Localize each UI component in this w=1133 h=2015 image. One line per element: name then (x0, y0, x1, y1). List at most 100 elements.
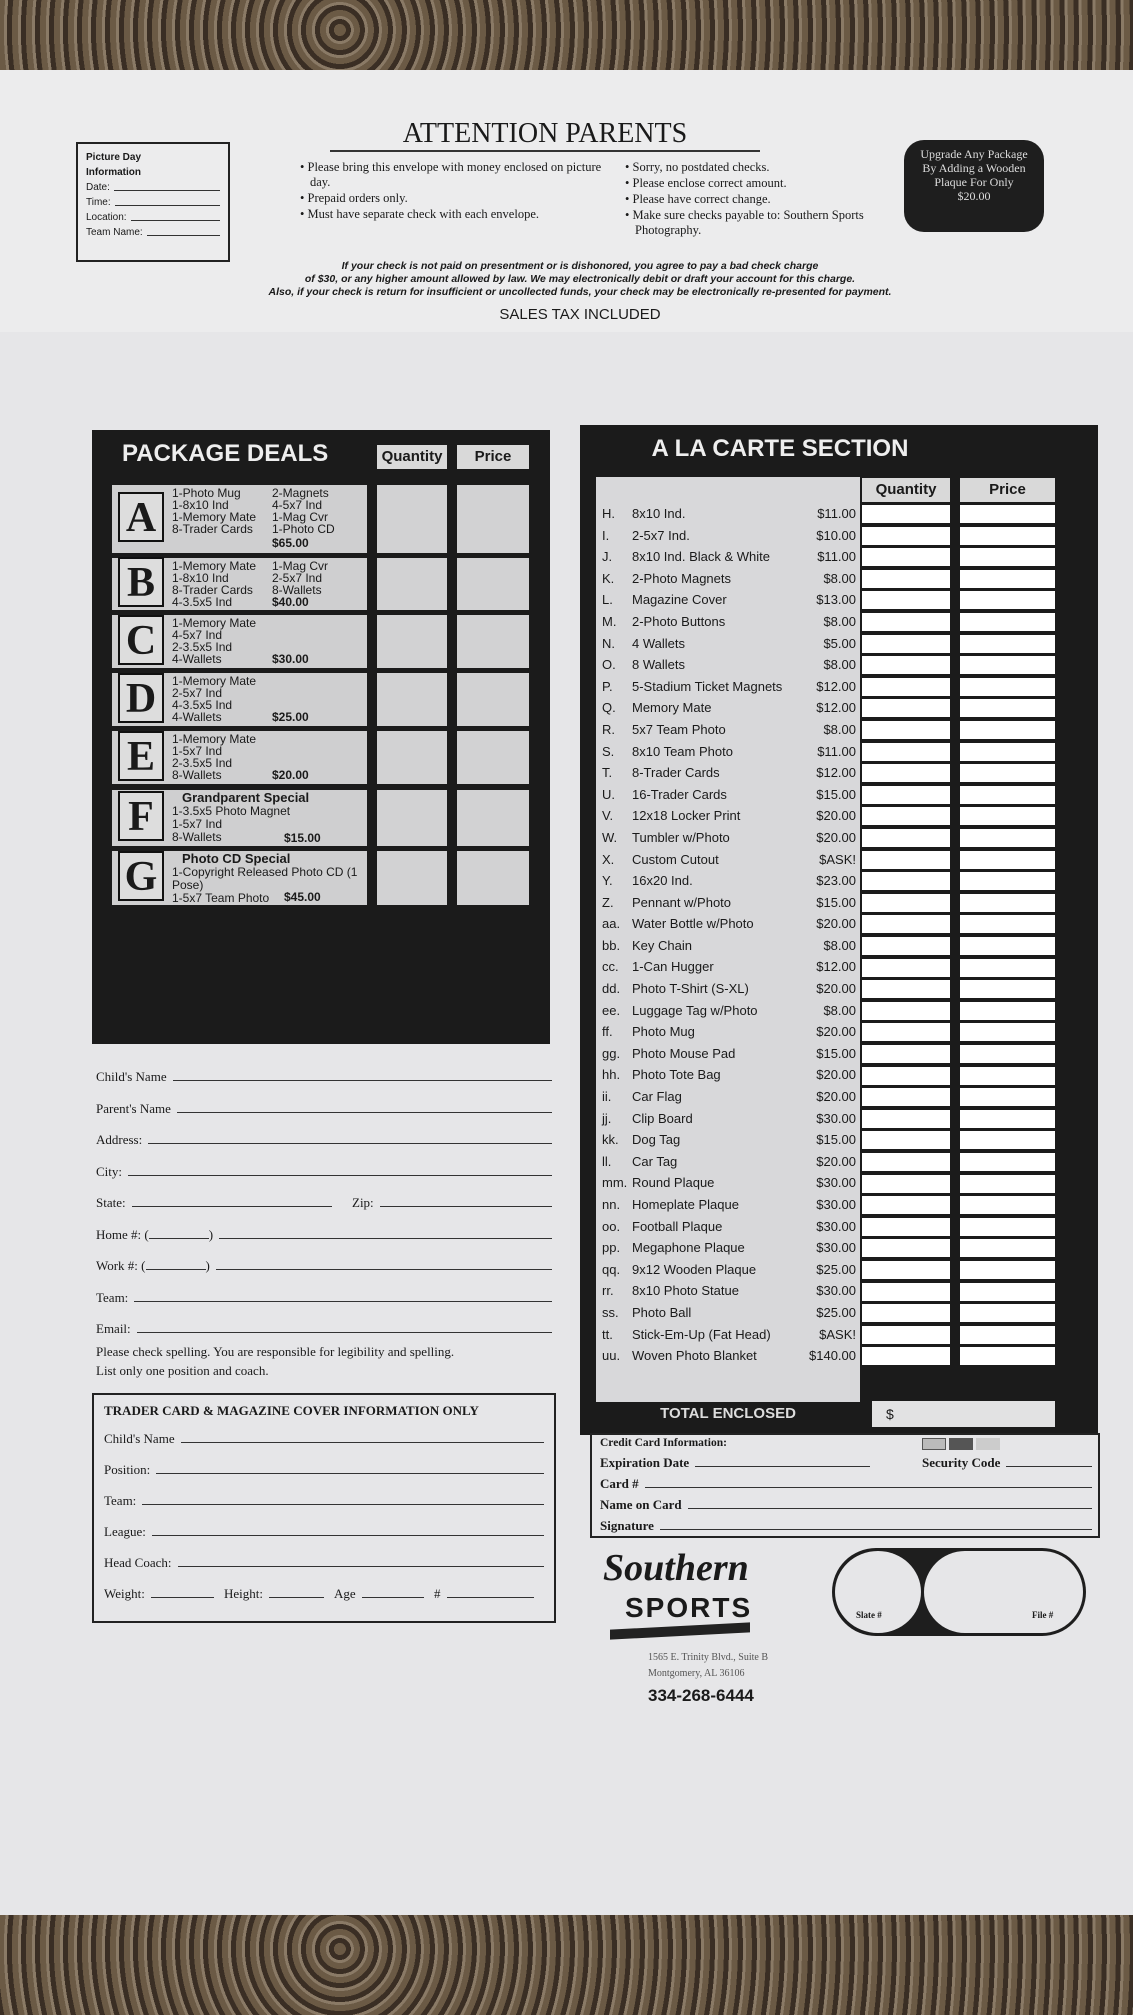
item-quantity-field[interactable] (862, 569, 950, 588)
item-price-field[interactable] (960, 1131, 1055, 1150)
trader-field[interactable]: Child's Name (104, 1425, 544, 1447)
item-quantity-field[interactable] (862, 893, 950, 912)
item-price-field[interactable] (960, 1109, 1055, 1128)
item-price-field[interactable] (960, 1217, 1055, 1236)
state-field[interactable]: State: (96, 1189, 332, 1211)
package-quantity-field[interactable] (377, 485, 447, 553)
item-quantity-field[interactable] (862, 1153, 950, 1171)
item-quantity-field[interactable] (862, 1239, 950, 1258)
package-price-field[interactable] (457, 731, 529, 784)
item-price-field[interactable] (960, 764, 1055, 783)
item-quantity-field[interactable] (862, 526, 950, 545)
item-price-field[interactable] (960, 958, 1055, 977)
package-quantity-field[interactable] (377, 790, 447, 846)
item-price-field[interactable] (960, 1261, 1055, 1279)
package-quantity-field[interactable] (377, 673, 447, 726)
zip-field[interactable]: Zip: (352, 1189, 552, 1211)
trader-field[interactable]: # (434, 1580, 534, 1602)
item-price-field[interactable] (960, 850, 1055, 869)
contact-field-childsname[interactable]: Child's Name (96, 1063, 552, 1085)
item-price-field[interactable] (960, 613, 1055, 631)
item-price-field[interactable] (960, 1196, 1055, 1215)
slate-number-field[interactable] (835, 1551, 921, 1633)
item-price-field[interactable] (960, 1045, 1055, 1063)
item-price-field[interactable] (960, 915, 1055, 934)
package-quantity-field[interactable] (377, 851, 447, 905)
name-on-card-field[interactable]: Name on Card (600, 1493, 1092, 1513)
trader-field[interactable]: Team: (104, 1487, 544, 1509)
picture-day-field[interactable]: Date: (86, 180, 220, 195)
item-price-field[interactable] (960, 829, 1055, 847)
trader-field[interactable]: Weight: (104, 1580, 214, 1602)
contact-field-parentsname[interactable]: Parent's Name (96, 1095, 552, 1117)
item-price-field[interactable] (960, 1239, 1055, 1258)
trader-field[interactable]: Head Coach: (104, 1549, 544, 1571)
item-price-field[interactable] (960, 548, 1055, 567)
item-quantity-field[interactable] (862, 634, 950, 653)
item-price-field[interactable] (960, 677, 1055, 696)
security-code-field[interactable]: Security Code (922, 1451, 1092, 1471)
item-price-field[interactable] (960, 1023, 1055, 1042)
item-quantity-field[interactable] (862, 1174, 950, 1193)
item-price-field[interactable] (960, 656, 1055, 675)
item-quantity-field[interactable] (862, 764, 950, 783)
item-quantity-field[interactable] (862, 850, 950, 869)
item-price-field[interactable] (960, 505, 1055, 523)
item-price-field[interactable] (960, 591, 1055, 610)
item-price-field[interactable] (960, 980, 1055, 999)
item-quantity-field[interactable] (862, 1001, 950, 1020)
item-price-field[interactable] (960, 893, 1055, 912)
item-quantity-field[interactable] (862, 1066, 950, 1085)
signature-field[interactable]: Signature (600, 1514, 1092, 1534)
contact-field-work[interactable]: Work #: () (96, 1252, 552, 1274)
item-quantity-field[interactable] (862, 1131, 950, 1150)
package-price-field[interactable] (457, 558, 529, 610)
item-price-field[interactable] (960, 785, 1055, 804)
package-quantity-field[interactable] (377, 558, 447, 610)
item-quantity-field[interactable] (862, 1023, 950, 1042)
expiration-date-field[interactable]: Expiration Date (600, 1451, 870, 1471)
item-quantity-field[interactable] (862, 1109, 950, 1128)
item-quantity-field[interactable] (862, 980, 950, 999)
item-quantity-field[interactable] (862, 1261, 950, 1279)
item-quantity-field[interactable] (862, 915, 950, 934)
picture-day-field[interactable]: Team Name: (86, 225, 220, 240)
item-quantity-field[interactable] (862, 1196, 950, 1215)
item-price-field[interactable] (960, 569, 1055, 588)
contact-field-address[interactable]: Address: (96, 1126, 552, 1148)
item-price-field[interactable] (960, 634, 1055, 653)
item-quantity-field[interactable] (862, 699, 950, 718)
item-quantity-field[interactable] (862, 742, 950, 761)
item-quantity-field[interactable] (862, 677, 950, 696)
item-price-field[interactable] (960, 937, 1055, 955)
item-price-field[interactable] (960, 1282, 1055, 1301)
item-quantity-field[interactable] (862, 872, 950, 891)
trader-field[interactable]: Age (334, 1580, 424, 1602)
item-quantity-field[interactable] (862, 1325, 950, 1344)
item-quantity-field[interactable] (862, 591, 950, 610)
item-quantity-field[interactable] (862, 1347, 950, 1366)
item-quantity-field[interactable] (862, 1217, 950, 1236)
item-price-field[interactable] (960, 1325, 1055, 1344)
item-quantity-field[interactable] (862, 1045, 950, 1063)
card-number-field[interactable]: Card # (600, 1472, 1092, 1492)
trader-field[interactable]: Height: (224, 1580, 324, 1602)
item-quantity-field[interactable] (862, 505, 950, 523)
item-quantity-field[interactable] (862, 1282, 950, 1301)
package-price-field[interactable] (457, 673, 529, 726)
item-quantity-field[interactable] (862, 829, 950, 847)
package-quantity-field[interactable] (377, 615, 447, 668)
item-price-field[interactable] (960, 1088, 1055, 1107)
item-quantity-field[interactable] (862, 1304, 950, 1323)
item-quantity-field[interactable] (862, 656, 950, 675)
item-price-field[interactable] (960, 1174, 1055, 1193)
item-price-field[interactable] (960, 699, 1055, 718)
package-price-field[interactable] (457, 615, 529, 668)
item-price-field[interactable] (960, 526, 1055, 545)
package-price-field[interactable] (457, 790, 529, 846)
item-price-field[interactable] (960, 1304, 1055, 1323)
picture-day-field[interactable]: Location: (86, 210, 220, 225)
picture-day-field[interactable]: Time: (86, 195, 220, 210)
trader-field[interactable]: League: (104, 1518, 544, 1540)
contact-field-email[interactable]: Email: (96, 1315, 552, 1337)
